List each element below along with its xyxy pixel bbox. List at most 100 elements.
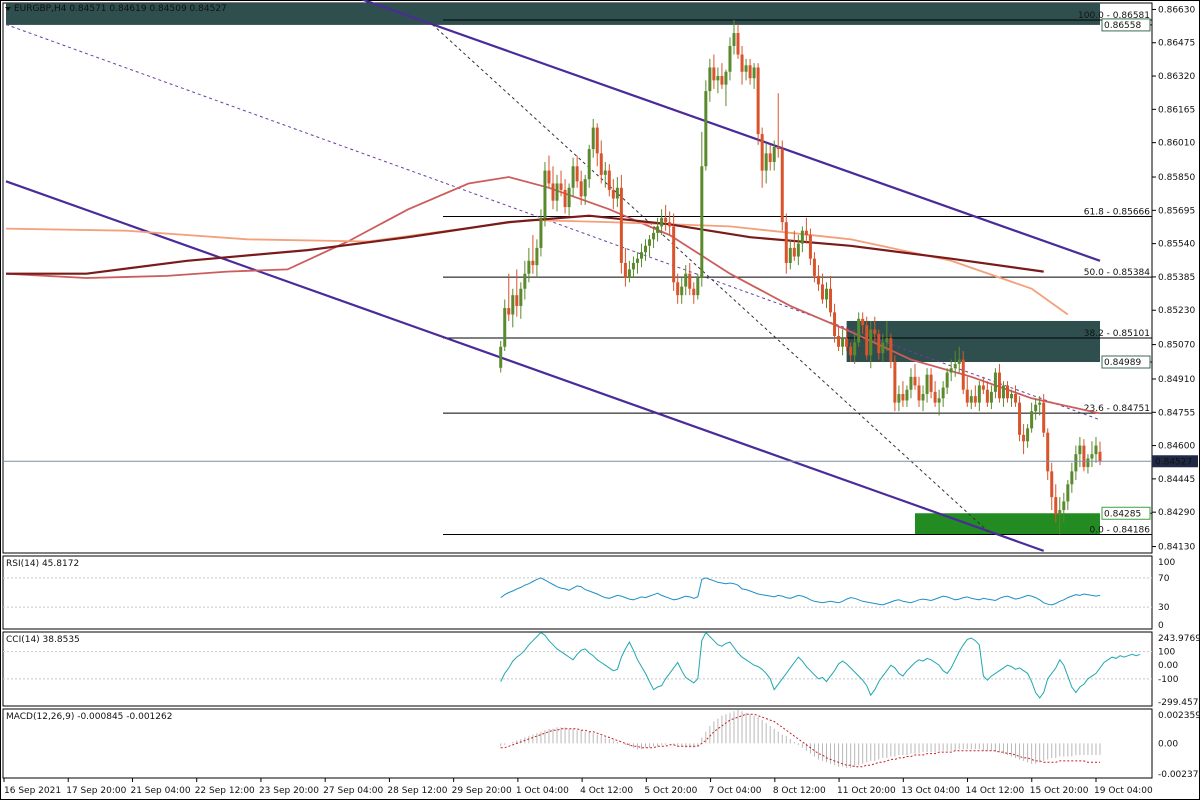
candle-body <box>1001 385 1005 399</box>
price-label-2: 0.84285 <box>1104 509 1141 519</box>
channel-line-1 <box>360 0 1101 262</box>
candle-body <box>1082 445 1086 468</box>
candle-body <box>917 385 921 401</box>
zone-rect-1 <box>846 320 1100 363</box>
rsi-axis-max: 100 <box>1158 558 1175 568</box>
candle-body <box>591 127 595 150</box>
candle-body <box>1046 432 1050 472</box>
candle-body <box>712 67 716 81</box>
rsi-axis-30: 30 <box>1158 603 1170 613</box>
candle-body <box>668 222 672 227</box>
candle-body <box>829 288 833 313</box>
candle-body <box>941 387 945 399</box>
candle-body <box>1034 404 1038 412</box>
candle-body <box>1010 394 1014 399</box>
time-label: 29 Sep 20:00 <box>452 786 512 796</box>
candle-body <box>619 187 623 263</box>
candle-body <box>704 91 708 167</box>
candle-body <box>1050 471 1054 498</box>
candle-body <box>961 359 965 390</box>
candle-body <box>547 170 551 184</box>
candle-body <box>953 363 957 369</box>
candle-body <box>1030 411 1034 429</box>
candle-body <box>957 359 961 364</box>
macd-pane-border <box>2 708 1153 779</box>
dashed-line-0 <box>5 24 1101 421</box>
candle-body <box>873 329 877 334</box>
candle-body <box>579 181 583 197</box>
fib-label-0: 100.0 - 0.86581 <box>1078 11 1150 21</box>
candle-body <box>784 222 788 263</box>
candle-body <box>595 127 599 154</box>
candle-body <box>909 376 913 390</box>
candle-body <box>993 372 997 392</box>
candle-body <box>696 278 700 296</box>
zone-rect-0 <box>6 3 1100 25</box>
candle-body <box>764 153 768 171</box>
candle-body <box>531 260 535 266</box>
candle-body <box>1022 434 1026 442</box>
candle-body <box>676 282 680 296</box>
candle-body <box>611 189 615 199</box>
candle-body <box>724 71 728 85</box>
candle-body <box>1026 428 1030 442</box>
candle-body <box>1098 451 1102 462</box>
candle-body <box>583 179 587 197</box>
candle-body <box>965 389 969 403</box>
candle-body <box>672 226 676 283</box>
cci-axis-label: -100 <box>1158 675 1179 685</box>
candle-body <box>720 76 724 85</box>
fib-label-1: 61.8 - 0.85666 <box>1084 208 1150 218</box>
candle-body <box>648 239 652 246</box>
candle-body <box>664 217 668 223</box>
candle-body <box>837 336 841 347</box>
time-label: 8 Oct 12:00 <box>773 786 826 796</box>
fib-label-5: 0.0 - 0.84186 <box>1090 526 1151 536</box>
candle-body <box>841 338 845 347</box>
price-label-box-2 <box>1101 506 1151 520</box>
price-label-box-0 <box>1101 18 1151 32</box>
price-tick-label: 0.84600 <box>1158 442 1195 452</box>
candle-body <box>820 284 824 300</box>
ma-line-ma200 <box>6 214 1044 275</box>
candle-body <box>623 262 627 278</box>
candle-body <box>857 318 861 343</box>
candle-body <box>748 65 752 79</box>
candle-body <box>744 65 748 72</box>
price-tick-label: 0.86475 <box>1158 39 1195 49</box>
candle-body <box>1074 454 1078 472</box>
candle-body <box>631 262 635 270</box>
fib-label-3: 38.2 - 0.85101 <box>1084 329 1150 339</box>
candle-body <box>1070 471 1074 485</box>
macd-label: MACD(12,26,9) -0.000845 -0.001262 <box>6 712 172 722</box>
price-tick-label: 0.84755 <box>1158 408 1195 418</box>
candle-body <box>1005 385 1009 399</box>
channel-line-0 <box>5 180 1045 552</box>
candle-body <box>1018 402 1022 435</box>
time-label: 7 Oct 04:00 <box>709 786 762 796</box>
ma-line-ma50 <box>5 176 1101 415</box>
price-tick-label: 0.84130 <box>1158 543 1195 553</box>
dropdown-triangle-icon[interactable] <box>5 7 11 11</box>
candle-body <box>567 187 571 208</box>
candle-body <box>587 149 591 180</box>
candle-body <box>539 217 543 248</box>
time-label: 21 Sep 04:00 <box>130 786 190 796</box>
candle-body <box>652 232 656 240</box>
candle-body <box>881 342 885 354</box>
candle-body <box>599 153 603 175</box>
candle-body <box>503 308 507 347</box>
price-tick-label: 0.85695 <box>1158 206 1195 216</box>
candle-body <box>692 288 696 296</box>
candle-body <box>865 325 869 356</box>
current-price-label: 0.84527 <box>1155 457 1192 467</box>
rsi-pane-border <box>2 555 1153 630</box>
candle-body <box>555 183 559 201</box>
time-label: 22 Sep 12:00 <box>195 786 255 796</box>
candle-body <box>825 288 828 300</box>
candle-body <box>635 258 639 263</box>
candle-body <box>1014 394 1018 403</box>
candle-body <box>1038 402 1042 405</box>
candle-body <box>1094 445 1098 455</box>
